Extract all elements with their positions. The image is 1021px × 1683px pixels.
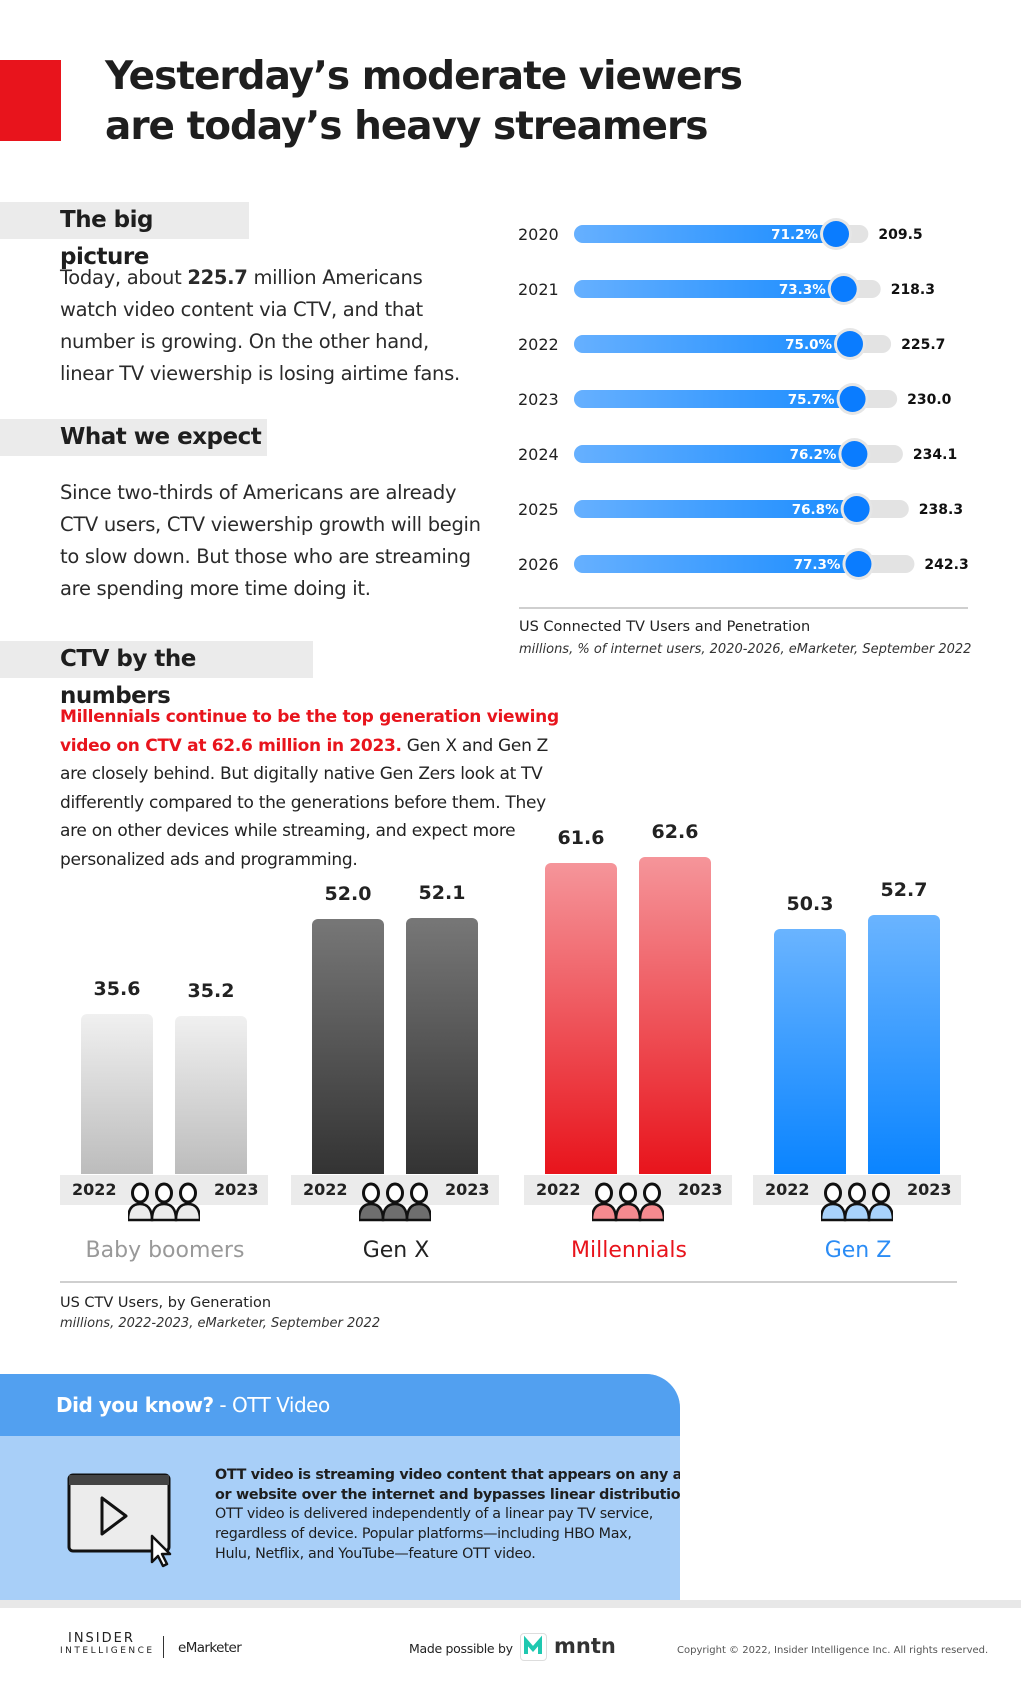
year-label: 2022 <box>518 335 559 354</box>
generation-bar <box>406 918 478 1174</box>
logo-divider <box>163 1636 164 1658</box>
divider <box>519 607 968 609</box>
big-picture-text: Today, about 225.7 million Americans wat… <box>60 266 460 385</box>
penetration-label: 75.0% <box>785 337 832 353</box>
value-label: 35.2 <box>187 980 235 1003</box>
penetration-dot <box>837 331 863 357</box>
title-line: Yesterday’s moderate viewers <box>105 54 743 99</box>
expect-text: Since two-thirds of Americans are alread… <box>60 481 481 600</box>
year-label: 2025 <box>518 500 559 519</box>
penetration-dot <box>845 551 872 577</box>
penetration-bar <box>574 445 855 463</box>
year-label: 2022 <box>303 1180 348 1199</box>
chart-title: US CTV Users, by Generation <box>60 1295 272 1311</box>
chart-subtitle: millions, % of internet users, 2020-2026… <box>519 642 972 657</box>
generation-bar <box>639 857 711 1174</box>
footer-band <box>0 1600 1021 1608</box>
people-icon <box>819 1180 895 1222</box>
section-heading-expect: What we expect <box>0 419 267 456</box>
section-heading-numbers: CTV by the numbers <box>0 641 313 709</box>
chart-title: US Connected TV Users and Penetration <box>519 619 811 635</box>
penetration-bar <box>574 390 853 408</box>
generation-bar <box>868 914 940 1174</box>
penetration-bar <box>574 335 850 353</box>
people-icon <box>590 1180 666 1222</box>
value-label: 52.0 <box>324 882 372 905</box>
penetration-label: 76.8% <box>792 502 839 518</box>
penetration-label: 75.7% <box>788 392 835 408</box>
penetration-label: 77.3% <box>794 557 841 573</box>
penetration-dot <box>823 221 850 247</box>
ctv-users-penetration-chart: 2020 71.2% 209.5 2021 73.3% 218.3 2022 75.0% 225… <box>518 218 969 580</box>
generation-bar <box>774 928 846 1174</box>
year-label: 2021 <box>518 280 559 299</box>
year-label: 2024 <box>518 445 559 464</box>
year-label: 2023 <box>518 390 559 409</box>
penetration-dot <box>843 496 870 522</box>
did-you-know-text: OTT video is streaming video content tha… <box>215 1467 680 1562</box>
penetration-dot <box>841 441 868 467</box>
users-label: 209.5 <box>878 227 922 243</box>
value-label: 50.3 <box>786 892 834 915</box>
generation-bar <box>545 863 617 1174</box>
year-label: 2023 <box>214 1180 259 1199</box>
did-you-know-heading: Did you know? - OTT Video <box>0 1374 680 1436</box>
year-label: 2026 <box>518 555 559 574</box>
penetration-bar <box>574 500 857 518</box>
accent-block <box>0 60 61 141</box>
emarketer-logo: eMarketer <box>178 1640 242 1656</box>
users-label: 225.7 <box>901 337 945 353</box>
penetration-dot <box>830 276 857 302</box>
value-label: 52.7 <box>880 878 928 901</box>
penetration-label: 73.3% <box>779 282 826 298</box>
generation-bar <box>175 1016 247 1174</box>
made-possible-by: Made possible by <box>409 1641 513 1656</box>
year-label: 2023 <box>907 1180 952 1199</box>
users-label: 242.3 <box>924 557 968 573</box>
copyright: Copyright © 2022, Insider Intelligence I… <box>677 1645 989 1656</box>
year-label: 2023 <box>678 1180 723 1199</box>
mntn-logo: mntn <box>554 1634 616 1658</box>
people-icon <box>357 1180 433 1222</box>
generation-bar <box>312 918 384 1174</box>
year-label: 2022 <box>72 1180 117 1199</box>
year-label: 2023 <box>445 1180 490 1199</box>
year-label: 2022 <box>536 1180 581 1199</box>
users-label: 234.1 <box>913 447 957 463</box>
penetration-label: 76.2% <box>790 447 837 463</box>
insider-intelligence-logo: INSIDER INTELLIGENCE <box>60 1631 155 1656</box>
value-label: 61.6 <box>557 827 605 850</box>
year-label: 2022 <box>765 1180 810 1199</box>
users-label: 218.3 <box>891 282 935 298</box>
did-you-know-panel: Did you know? - OTT Video OTT video is s… <box>0 1374 680 1600</box>
penetration-label: 71.2% <box>771 227 818 243</box>
generation-name: Gen X <box>362 1238 430 1263</box>
penetration-bar <box>574 280 844 298</box>
generation-bar <box>81 1013 153 1174</box>
mntn-logo-icon <box>520 1633 547 1661</box>
generation-name: Millennials <box>571 1238 687 1263</box>
users-label: 230.0 <box>907 392 952 408</box>
users-label: 238.3 <box>919 502 963 518</box>
year-label: 2020 <box>518 225 559 244</box>
penetration-bar <box>574 225 837 243</box>
section-heading-big-picture: The big picture <box>0 202 249 270</box>
title-line: are today’s heavy streamers <box>105 104 708 149</box>
penetration-bar <box>574 555 859 573</box>
video-play-cursor-icon <box>67 1473 172 1568</box>
numbers-text: Millennials continue to be the top gener… <box>60 707 559 870</box>
page-title: Yesterday’s moderate viewers are today’s… <box>105 52 743 152</box>
generation-name: Gen Z <box>824 1238 892 1263</box>
value-label: 35.6 <box>93 977 141 1000</box>
penetration-dot <box>839 386 866 412</box>
generation-name: Baby boomers <box>85 1238 245 1263</box>
value-label: 52.1 <box>418 882 466 905</box>
people-icon <box>126 1180 202 1222</box>
chart-subtitle: millions, 2022-2023, eMarketer, Septembe… <box>60 1316 381 1331</box>
divider <box>60 1281 957 1283</box>
value-label: 62.6 <box>651 821 699 844</box>
